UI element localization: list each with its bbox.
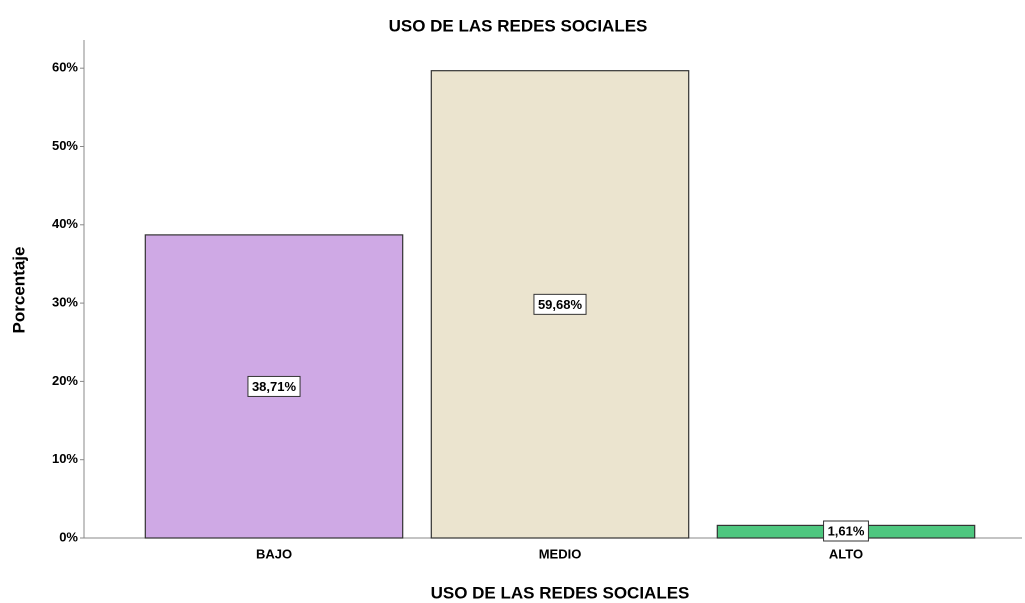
value-label: 59,68% [538,297,583,312]
value-label-box [823,520,869,542]
chart-title: USO DE LAS REDES SOCIALES [389,16,648,35]
value-label-box [533,293,587,315]
y-tick-label: 30% [52,295,78,310]
value-label: 38,71% [252,379,297,394]
x-tick-label: MEDIO [539,546,582,561]
value-label-box [247,375,301,397]
y-tick-label: 0% [59,529,78,544]
y-tick-label: 20% [52,373,78,388]
x-axis-label: USO DE LAS REDES SOCIALES [431,583,690,602]
x-tick-label: BAJO [256,546,292,561]
y-tick-label: 10% [52,451,78,466]
y-tick-label: 50% [52,138,78,153]
y-axis-label: Porcentaje [9,247,28,334]
x-tick-label: ALTO [829,546,863,561]
y-tick-label: 60% [52,60,78,75]
y-tick-label: 40% [52,216,78,231]
bar [144,234,404,539]
value-label: 1,61% [828,523,865,538]
